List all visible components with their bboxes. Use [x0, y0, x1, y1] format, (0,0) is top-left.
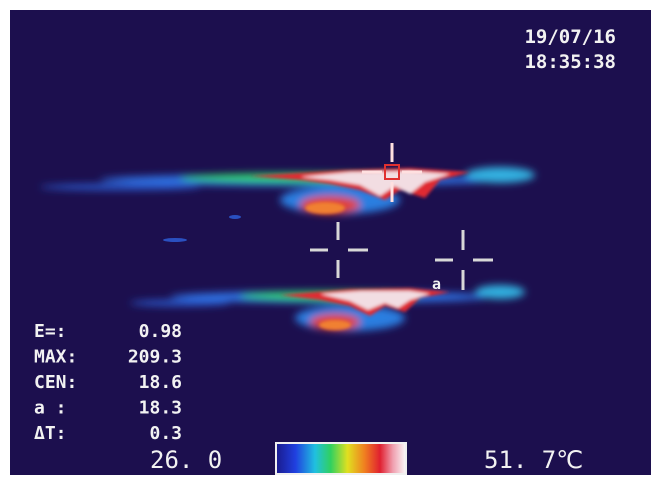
reading-label: MAX:	[34, 347, 77, 368]
heat-core	[280, 288, 450, 330]
crosshair	[435, 230, 493, 290]
color-scale	[275, 442, 407, 475]
reading-value: 0.98	[139, 321, 182, 342]
scale-max: 51. 7℃	[484, 446, 583, 474]
scale-min: 26. 0	[150, 446, 222, 474]
time: 18:35:38	[524, 51, 616, 73]
readings: E=: 0.98 MAX: 209.3 CEN: 18.6 a : 18.3 ΔT: 0.3	[34, 321, 182, 444]
reading-label: CEN:	[34, 372, 77, 393]
heat-spot	[229, 215, 241, 219]
image-background	[10, 10, 651, 475]
marker-label: a	[432, 275, 441, 293]
date: 19/07/16	[524, 26, 616, 48]
heat-spot	[163, 238, 187, 242]
crosshair	[362, 143, 422, 202]
reading-value: 209.3	[128, 347, 182, 368]
reading-label: ΔT:	[34, 423, 67, 444]
reading-label: a :	[34, 398, 67, 419]
heat-core	[250, 168, 470, 214]
reading-value: 18.6	[139, 372, 182, 393]
crosshair	[310, 222, 368, 278]
reading-label: E=:	[34, 321, 67, 342]
reading-value: 18.3	[139, 398, 182, 419]
reading-value: 0.3	[149, 423, 182, 444]
